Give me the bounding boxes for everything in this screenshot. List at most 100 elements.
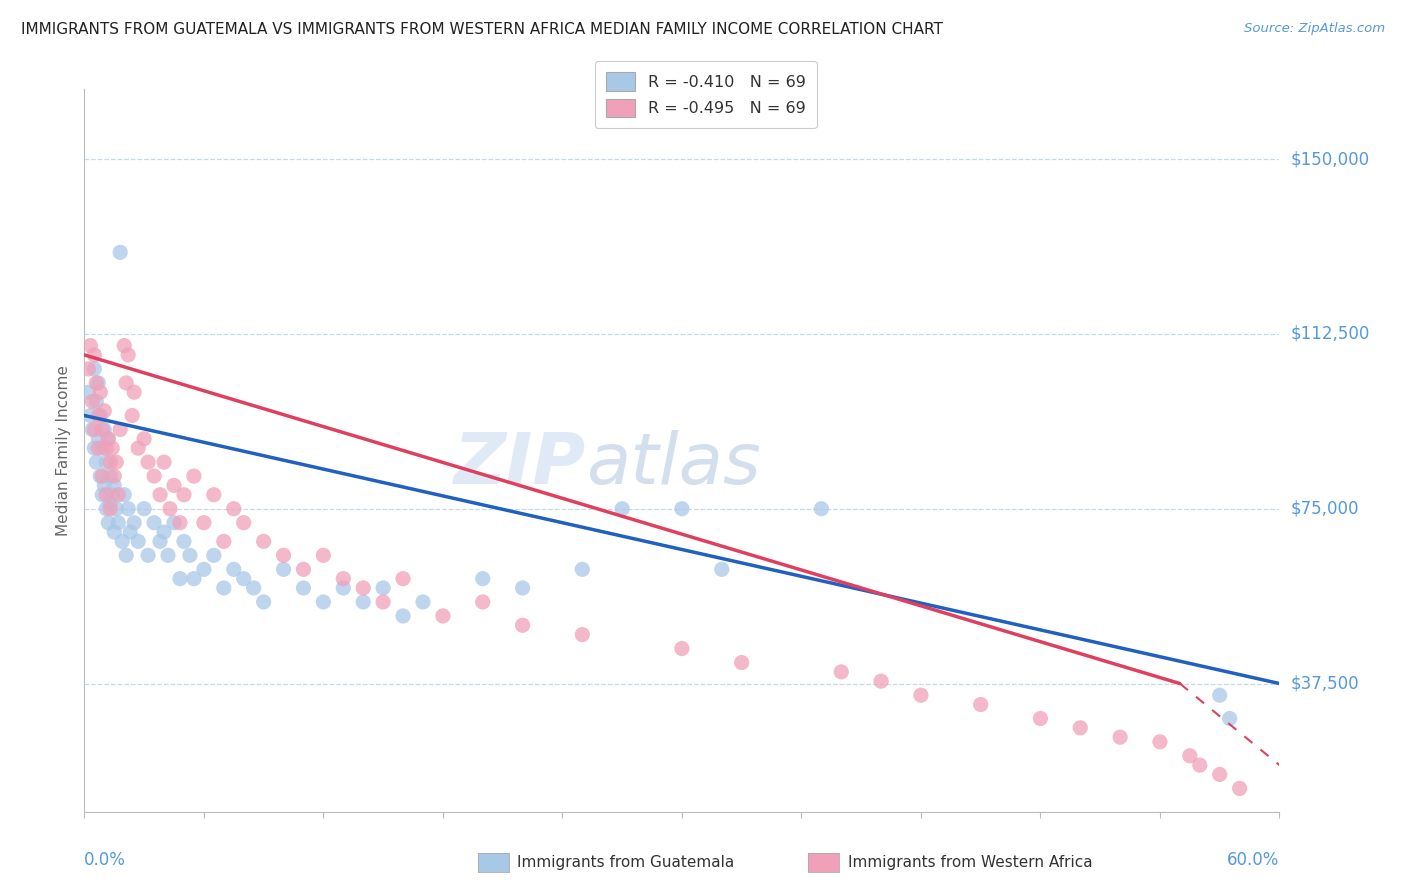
Text: $75,000: $75,000 — [1291, 500, 1360, 517]
Point — [471, 595, 494, 609]
Point — [392, 609, 415, 624]
Point — [86, 394, 108, 409]
Point — [79, 338, 101, 352]
Point — [710, 562, 733, 576]
Point — [273, 549, 295, 563]
Point — [512, 618, 534, 632]
Point — [110, 422, 132, 436]
Point — [183, 572, 205, 586]
Y-axis label: Median Family Income: Median Family Income — [56, 365, 72, 536]
Point — [159, 501, 181, 516]
Point — [1188, 758, 1211, 772]
Point — [111, 534, 134, 549]
Point — [87, 376, 110, 390]
Point — [173, 534, 195, 549]
Point — [87, 432, 110, 446]
Point — [612, 501, 634, 516]
Point — [332, 572, 354, 586]
Point — [103, 469, 125, 483]
Point — [127, 441, 149, 455]
Text: $150,000: $150,000 — [1291, 150, 1369, 168]
Point — [373, 581, 395, 595]
Point — [96, 441, 118, 455]
Point — [153, 524, 176, 539]
Point — [83, 362, 105, 376]
Point — [571, 562, 593, 576]
Point — [77, 385, 100, 400]
Point — [671, 501, 693, 516]
Text: 60.0%: 60.0% — [1227, 851, 1279, 869]
Point — [373, 595, 395, 609]
Point — [1109, 730, 1132, 744]
Point — [79, 409, 101, 423]
Point — [101, 441, 124, 455]
Point — [87, 409, 110, 423]
Point — [193, 516, 215, 530]
Point — [222, 501, 245, 516]
Point — [103, 524, 125, 539]
Point — [91, 422, 114, 436]
Point — [910, 688, 932, 702]
Point — [1149, 735, 1171, 749]
Point — [112, 338, 135, 352]
Point — [83, 348, 105, 362]
Point — [91, 488, 114, 502]
Point — [89, 385, 111, 400]
Point — [312, 549, 335, 563]
Point — [202, 549, 225, 563]
Point — [143, 469, 166, 483]
Point — [1178, 748, 1201, 763]
Point — [112, 488, 135, 502]
Point — [157, 549, 180, 563]
Point — [82, 422, 104, 436]
Point — [98, 469, 121, 483]
Point — [471, 572, 494, 586]
Point — [432, 609, 454, 624]
Point — [93, 404, 115, 418]
Point — [512, 581, 534, 595]
Point — [89, 469, 111, 483]
Point — [273, 562, 295, 576]
Point — [242, 581, 264, 595]
Text: Immigrants from Western Africa: Immigrants from Western Africa — [848, 855, 1092, 870]
Point — [132, 501, 156, 516]
Point — [87, 441, 110, 455]
Point — [173, 488, 195, 502]
Point — [352, 595, 374, 609]
Point — [107, 488, 129, 502]
Point — [120, 524, 142, 539]
Point — [253, 595, 276, 609]
Point — [93, 422, 115, 436]
Point — [149, 534, 172, 549]
Point — [97, 432, 120, 446]
Point — [163, 478, 186, 492]
Point — [77, 362, 100, 376]
Point — [115, 376, 138, 390]
Point — [352, 581, 374, 595]
Text: $112,500: $112,500 — [1291, 325, 1369, 343]
Point — [292, 562, 315, 576]
Point — [163, 516, 186, 530]
Point — [143, 516, 166, 530]
Point — [86, 455, 108, 469]
Point — [117, 348, 139, 362]
Point — [122, 516, 145, 530]
Point — [149, 488, 172, 502]
Point — [412, 595, 434, 609]
Text: atlas: atlas — [586, 431, 761, 500]
Point — [1209, 688, 1232, 702]
Point — [121, 409, 143, 423]
Point — [253, 534, 276, 549]
Point — [212, 581, 235, 595]
Point — [97, 516, 120, 530]
Point — [179, 549, 201, 563]
Text: Source: ZipAtlas.com: Source: ZipAtlas.com — [1244, 22, 1385, 36]
Point — [96, 455, 118, 469]
Point — [89, 409, 111, 423]
Legend: R = -0.410   N = 69, R = -0.495   N = 69: R = -0.410 N = 69, R = -0.495 N = 69 — [595, 61, 817, 128]
Point — [91, 469, 114, 483]
Point — [105, 501, 128, 516]
Point — [101, 488, 124, 502]
Point — [870, 674, 893, 689]
Point — [127, 534, 149, 549]
